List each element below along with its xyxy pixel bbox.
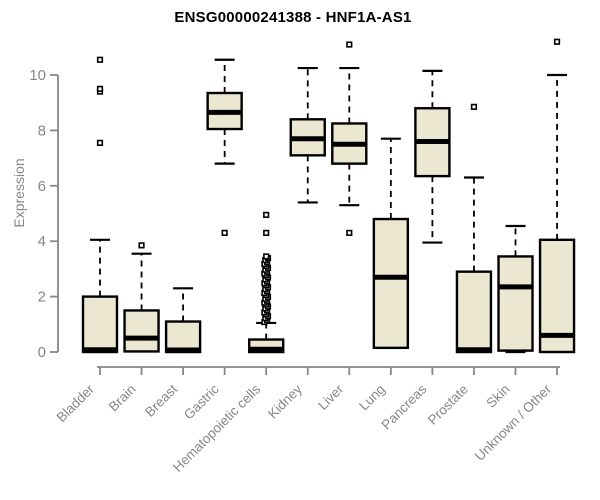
outlier-point bbox=[96, 56, 104, 63]
box-group-brain bbox=[123, 242, 160, 353]
x-tick-label: Breast bbox=[142, 381, 180, 419]
box-iqr bbox=[372, 217, 410, 350]
box-group-breast bbox=[164, 287, 202, 354]
outlier-point bbox=[138, 242, 145, 249]
box-group-prostate bbox=[455, 103, 493, 354]
box-group-bladder bbox=[81, 56, 119, 354]
x-tick-label: Brain bbox=[106, 382, 139, 415]
box-group-hematopoietic-cells bbox=[247, 211, 285, 354]
outlier-point bbox=[470, 103, 478, 110]
x-tick-label: Liver bbox=[315, 381, 347, 413]
box-iqr bbox=[123, 309, 160, 353]
y-tick-label: 2 bbox=[38, 289, 46, 306]
box-group-lung bbox=[372, 137, 410, 350]
box-iqr bbox=[164, 320, 202, 354]
outlier-point bbox=[263, 211, 270, 218]
outlier-point bbox=[553, 38, 561, 45]
x-tick-label: Skin bbox=[483, 382, 512, 411]
y-tick-label: 4 bbox=[38, 233, 46, 250]
outlier-point bbox=[346, 229, 353, 236]
box-group-gastric bbox=[206, 58, 243, 236]
outlier-point bbox=[221, 229, 228, 236]
x-tick-label: Lung bbox=[356, 382, 388, 414]
box-group-pancreas bbox=[414, 69, 451, 244]
outlier-point bbox=[96, 139, 104, 146]
x-tick-label: Prostate bbox=[425, 382, 471, 428]
box-iqr bbox=[497, 255, 534, 352]
y-tick-label: 10 bbox=[29, 67, 46, 84]
box-group-skin bbox=[497, 224, 534, 354]
box-group-liver bbox=[331, 41, 368, 236]
x-tick-label: Gastric bbox=[181, 381, 222, 422]
x-tick-label: Pancreas bbox=[379, 381, 430, 432]
chart-title: ENSG00000241388 - HNF1A-AS1 bbox=[174, 9, 412, 26]
box-iqr bbox=[81, 295, 119, 354]
outlier-point bbox=[346, 41, 353, 48]
x-tick-label: Kidney bbox=[265, 381, 305, 421]
box-group-unknown-other bbox=[538, 38, 576, 354]
y-tick-label: 8 bbox=[38, 122, 46, 139]
box-group-kidney bbox=[289, 66, 326, 204]
outlier-point bbox=[263, 229, 270, 236]
outlier-point bbox=[263, 253, 270, 260]
box-iqr bbox=[455, 270, 493, 354]
x-tick-label: Bladder bbox=[54, 381, 98, 425]
y-tick-label: 6 bbox=[38, 178, 46, 195]
outlier-point bbox=[96, 85, 104, 92]
x-tick-label: Unknown / Other bbox=[472, 381, 555, 464]
y-tick-label: 0 bbox=[38, 344, 46, 361]
